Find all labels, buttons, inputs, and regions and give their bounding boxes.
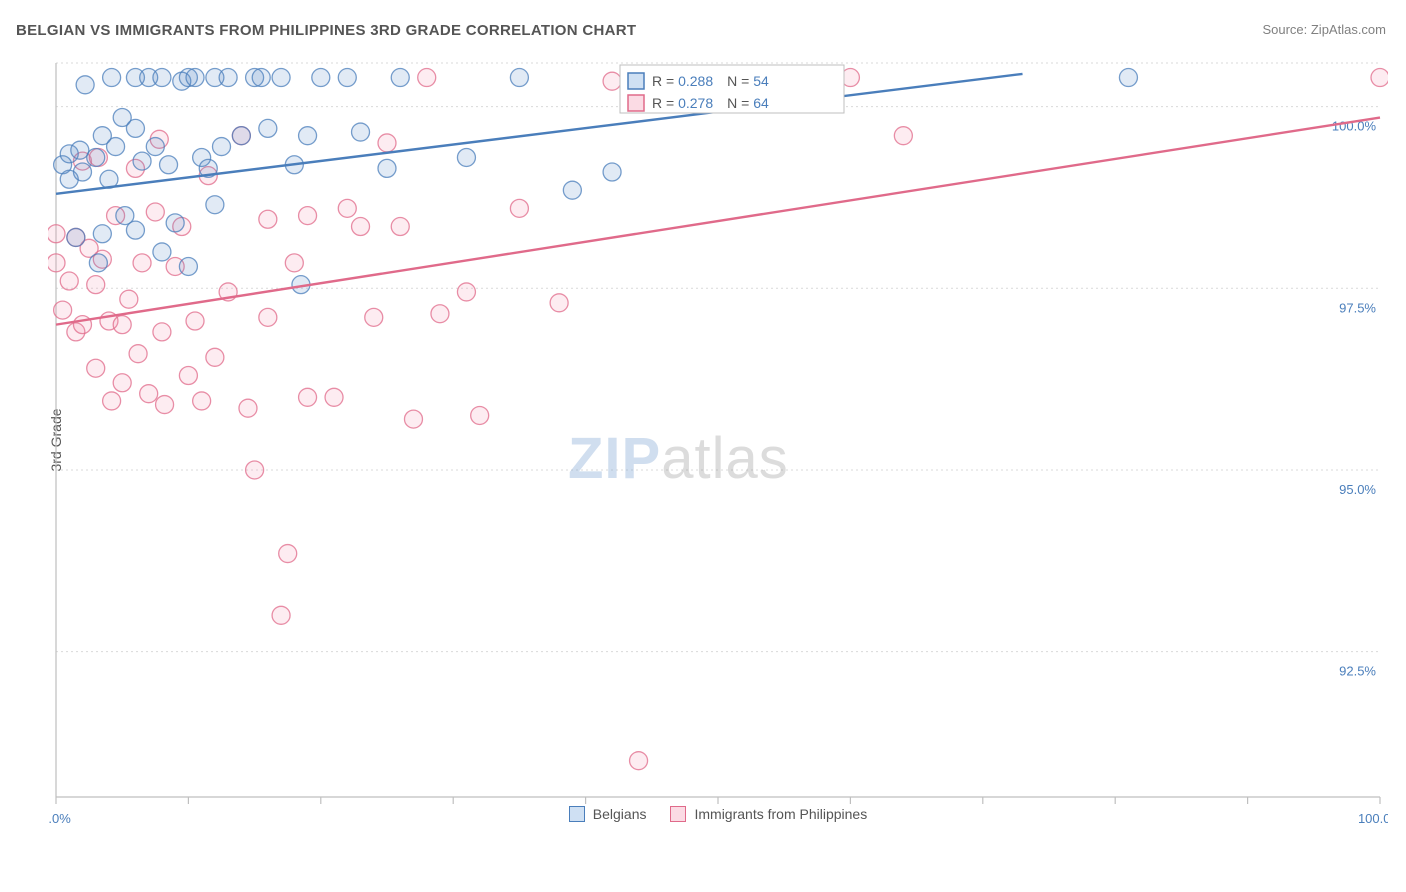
legend-label-philippines: Immigrants from Philippines	[694, 806, 867, 822]
svg-text:92.5%: 92.5%	[1339, 664, 1376, 679]
legend-label-belgians: Belgians	[593, 806, 647, 822]
source-link[interactable]: ZipAtlas.com	[1311, 22, 1386, 37]
scatter-chart-svg: 92.5%95.0%97.5%100.0%0.0%100.0%R = 0.288…	[48, 55, 1388, 825]
legend-swatch-philippines	[670, 806, 686, 822]
svg-text:R = 0.288N = 54: R = 0.288N = 54	[652, 73, 769, 89]
legend-bottom: Belgians Immigrants from Philippines	[48, 801, 1388, 827]
svg-text:97.5%: 97.5%	[1339, 300, 1376, 315]
chart-title: BELGIAN VS IMMIGRANTS FROM PHILIPPINES 3…	[16, 22, 636, 39]
svg-text:R = 0.278N = 64: R = 0.278N = 64	[652, 95, 769, 111]
source-attribution: Source: ZipAtlas.com	[1262, 22, 1386, 37]
legend-item-belgians: Belgians	[569, 806, 647, 822]
chart-plot-frame: 3rd Grade 92.5%95.0%97.5%100.0%0.0%100.0…	[48, 55, 1388, 825]
legend-swatch-belgians	[569, 806, 585, 822]
svg-text:95.0%: 95.0%	[1339, 482, 1376, 497]
legend-item-philippines: Immigrants from Philippines	[670, 806, 867, 822]
source-label: Source:	[1262, 22, 1310, 37]
